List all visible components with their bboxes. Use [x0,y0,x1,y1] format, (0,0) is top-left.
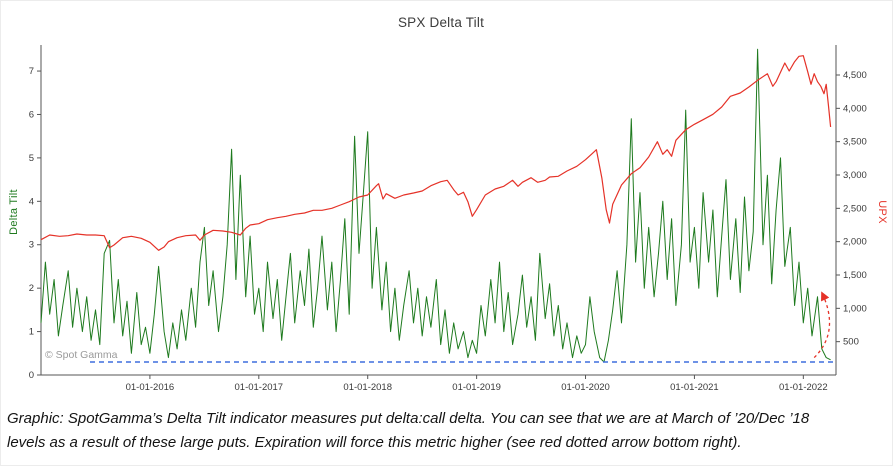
watermark: © Spot Gamma [45,349,118,361]
series-delta-tilt [40,48,831,363]
right-tick-label: 3,500 [843,137,867,148]
x-tick-label: 01-01-2019 [452,382,501,393]
left-tick-label: 7 [29,66,34,77]
right-tick-label: 2,500 [843,203,867,214]
chart-title: SPX Delta Tilt [397,15,485,30]
x-tick-label: 01-01-2018 [343,382,392,393]
red-dotted-arrow [813,291,831,359]
right-tick-label: 3,000 [843,170,867,181]
right-tick-label: 2,000 [843,237,867,248]
caption-line-2: levels as a result of these large puts. … [7,434,742,451]
chart: SPX Delta Tilt Delta Tilt UPX 0 1 2 3 4 5 6 7 50… [1,1,892,399]
right-tick-label: 4,000 [843,103,867,114]
left-tick-label: 4 [29,196,34,207]
right-tick-label: 1,500 [843,270,867,281]
right-tick-label: 1,000 [843,303,867,314]
left-tick-label: 3 [29,240,34,251]
left-tick-label: 0 [29,370,34,381]
chart-svg: 0 1 2 3 4 5 6 7 500 1,000 1,500 2,000 2,500 3,000 3,50… [29,45,867,393]
right-tick-label: 500 [843,337,859,348]
left-tick-label: 6 [29,109,34,120]
x-tick-label: 01-01-2020 [561,382,610,393]
right-tick-label: 4,500 [843,70,867,81]
caption: Graphic: SpotGamma’s Delta Tilt indicato… [1,399,892,455]
left-tick-label: 1 [29,327,34,338]
series-upx [40,55,832,251]
caption-line-1: Graphic: SpotGamma’s Delta Tilt indicato… [7,410,810,427]
x-tick-label: 01-01-2016 [126,382,175,393]
x-tick-label: 01-01-2022 [779,382,828,393]
left-tick-label: 5 [29,153,34,164]
left-tick-label: 2 [29,283,34,294]
x-tick-label: 01-01-2021 [670,382,719,393]
x-tick-label: 01-01-2017 [235,382,284,393]
